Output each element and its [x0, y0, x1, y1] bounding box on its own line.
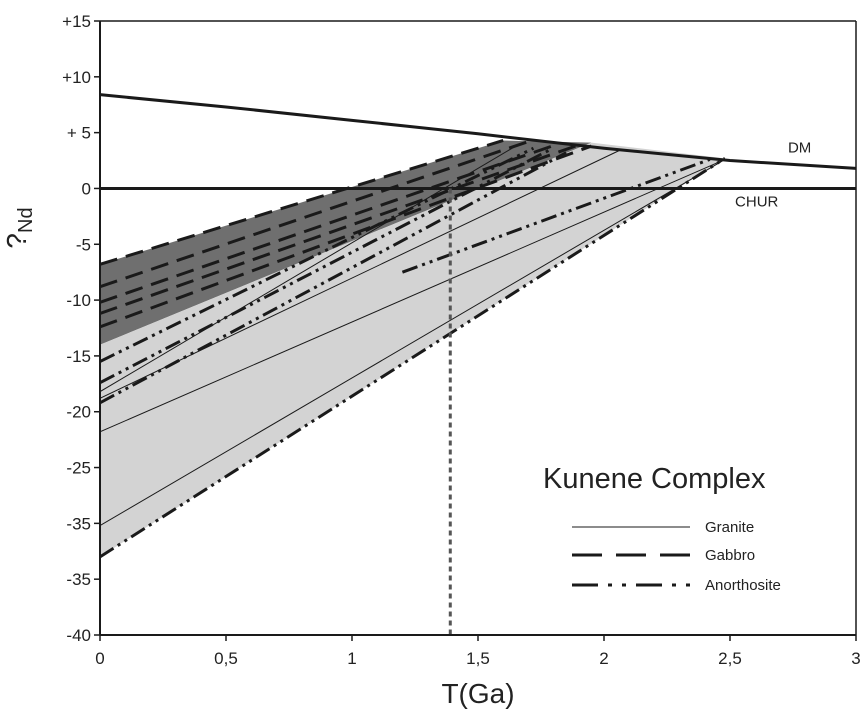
reference-lines: DM CHUR — [99, 93, 857, 210]
anorthosite-line-12 — [401, 158, 711, 274]
y-tick-label: +15 — [62, 12, 91, 31]
x-tick-label: 2 — [599, 649, 608, 668]
legend: Granite Gabbro Anorthosite — [572, 519, 781, 594]
series-lines — [100, 139, 726, 559]
field-polygon-1 — [100, 142, 725, 557]
gabbro-line-5 — [100, 140, 529, 289]
y-tick-label: 0 — [82, 179, 91, 198]
y-tick-label: -5 — [76, 235, 91, 254]
x-tick-label: 0,5 — [214, 649, 238, 668]
chur-label: CHUR — [735, 193, 778, 210]
x-axis-title: T(Ga) — [441, 678, 514, 709]
gabbro-line-8 — [100, 144, 592, 329]
legend-label-anorthosite: Anorthosite — [705, 577, 781, 594]
anorthosite-line-9 — [100, 146, 535, 363]
x-tick-label: 2,5 — [718, 649, 742, 668]
y-tick-label: -35 — [66, 570, 91, 589]
x-tick-label: 1,5 — [466, 649, 490, 668]
y-tick-label: -35 — [66, 514, 91, 533]
anorthosite-line-13 — [100, 157, 726, 559]
granite-line-3 — [100, 158, 726, 527]
legend-label-granite: Granite — [705, 519, 754, 536]
dm-line — [99, 93, 857, 170]
dm-label: DM — [788, 140, 811, 157]
y-tick-label: -25 — [66, 459, 91, 478]
gabbro-line-7 — [100, 143, 580, 315]
y-tick-label: + 5 — [67, 124, 91, 143]
x-tick-label: 0 — [95, 649, 104, 668]
y-tick-label: -10 — [66, 291, 91, 310]
y-axis-title-sub: Nd — [15, 207, 37, 233]
x-tick-label: 3 — [851, 649, 860, 668]
y-axis-title: ?Nd — [1, 207, 37, 248]
y-tick-label: +10 — [62, 68, 91, 87]
y-tick-label: -40 — [66, 626, 91, 645]
ticks: +15+10+ 50-5-10-15-20-25-35-35-400 0,5 1 1,… — [62, 12, 861, 668]
complex-title: Kunene Complex — [543, 463, 766, 495]
legend-label-gabbro: Gabbro — [705, 547, 755, 564]
gabbro-line-4 — [100, 139, 504, 266]
y-tick-label: -20 — [66, 403, 91, 422]
x-tick-label: 1 — [347, 649, 356, 668]
granite-line-0 — [100, 148, 622, 399]
granite-line-2 — [100, 158, 726, 433]
y-tick-label: -15 — [66, 347, 91, 366]
y-axis-title-main: ? — [1, 233, 32, 249]
anorthosite-line-11 — [100, 151, 567, 405]
labels: T(Ga) ?Nd Kunene Complex — [1, 207, 766, 709]
